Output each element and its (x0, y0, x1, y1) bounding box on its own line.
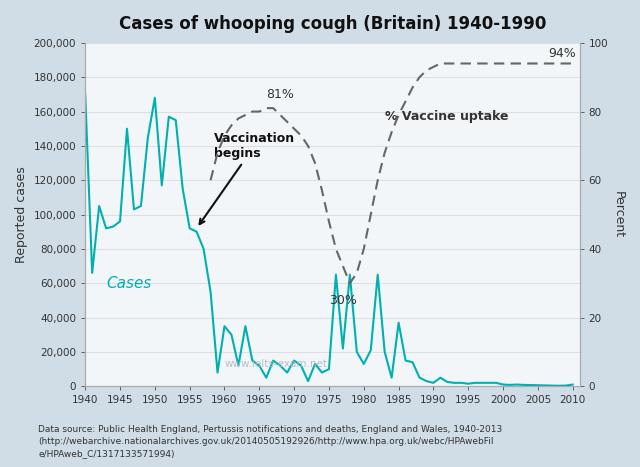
Y-axis label: Percent: Percent (612, 191, 625, 238)
Text: % Vaccine uptake: % Vaccine uptake (385, 110, 508, 123)
Text: 30%: 30% (329, 294, 357, 307)
Text: Vaccination
begins: Vaccination begins (200, 132, 295, 224)
Title: Cases of whooping cough (Britain) 1940-1990: Cases of whooping cough (Britain) 1940-1… (119, 15, 546, 33)
Text: 94%: 94% (548, 47, 576, 60)
Text: Cases: Cases (106, 276, 152, 291)
Text: 81%: 81% (266, 88, 294, 101)
Text: Data source: Public Health England, Pertussis notifications and deaths, England : Data source: Public Health England, Pert… (38, 425, 502, 458)
Text: www.ielts-exam.net: www.ielts-exam.net (225, 360, 328, 369)
Y-axis label: Reported cases: Reported cases (15, 166, 28, 263)
